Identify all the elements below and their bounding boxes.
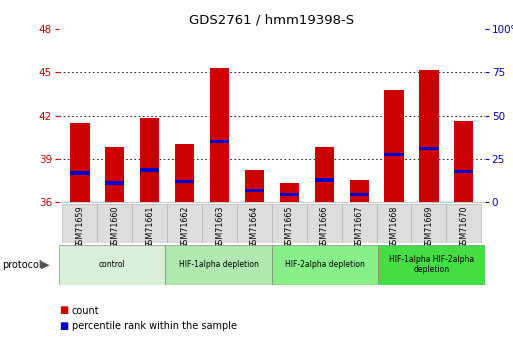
Title: GDS2761 / hmm19398-S: GDS2761 / hmm19398-S <box>189 14 354 27</box>
Bar <box>70 123 90 202</box>
Text: HIF-1alpha HIF-2alpha
depletion: HIF-1alpha HIF-2alpha depletion <box>389 255 474 275</box>
Bar <box>314 178 334 182</box>
Bar <box>132 204 167 243</box>
Text: GSM71668: GSM71668 <box>389 206 399 249</box>
Bar <box>454 170 473 174</box>
Text: protocol: protocol <box>3 260 42 270</box>
Text: GSM71659: GSM71659 <box>75 206 85 249</box>
Bar <box>419 147 439 150</box>
Text: GSM71665: GSM71665 <box>285 206 294 249</box>
Bar <box>97 204 132 243</box>
Bar <box>349 193 369 196</box>
Bar <box>59 245 165 285</box>
Bar <box>165 245 272 285</box>
Bar <box>237 204 272 243</box>
Bar <box>280 193 299 196</box>
Text: percentile rank within the sample: percentile rank within the sample <box>72 321 237 331</box>
Text: GSM71670: GSM71670 <box>459 206 468 249</box>
Bar <box>140 168 160 172</box>
Bar <box>175 144 194 202</box>
Bar <box>419 70 439 202</box>
Text: ■: ■ <box>59 321 68 331</box>
Bar <box>210 68 229 202</box>
Bar <box>63 204 97 243</box>
Text: GSM71662: GSM71662 <box>180 206 189 249</box>
Text: GSM71661: GSM71661 <box>145 206 154 249</box>
Text: ▶: ▶ <box>41 260 49 270</box>
Bar <box>280 183 299 202</box>
Bar <box>349 180 369 202</box>
Bar <box>446 204 481 243</box>
Text: GSM71664: GSM71664 <box>250 206 259 249</box>
Bar <box>202 204 237 243</box>
Bar <box>210 140 229 143</box>
Bar <box>167 204 202 243</box>
Text: HIF-1alpha depletion: HIF-1alpha depletion <box>179 260 259 269</box>
Text: GSM71663: GSM71663 <box>215 206 224 249</box>
Text: HIF-2alpha depletion: HIF-2alpha depletion <box>285 260 365 269</box>
Text: count: count <box>72 306 100 315</box>
Bar <box>411 204 446 243</box>
Bar <box>105 181 125 185</box>
Bar <box>175 180 194 184</box>
Bar <box>342 204 377 243</box>
Bar <box>454 121 473 202</box>
Bar <box>384 90 404 202</box>
Text: GSM71667: GSM71667 <box>354 206 364 249</box>
Bar <box>140 118 160 202</box>
Text: GSM71666: GSM71666 <box>320 206 329 249</box>
Bar <box>272 245 378 285</box>
Bar <box>384 152 404 156</box>
Bar <box>70 171 90 175</box>
Bar <box>378 245 485 285</box>
Bar <box>314 147 334 202</box>
Bar <box>272 204 307 243</box>
Text: GSM71660: GSM71660 <box>110 206 120 249</box>
Text: control: control <box>99 260 126 269</box>
Bar <box>307 204 342 243</box>
Bar <box>245 188 264 192</box>
Bar <box>245 170 264 202</box>
Text: ■: ■ <box>59 306 68 315</box>
Bar <box>105 147 125 202</box>
Text: GSM71669: GSM71669 <box>424 206 433 249</box>
Bar <box>377 204 411 243</box>
